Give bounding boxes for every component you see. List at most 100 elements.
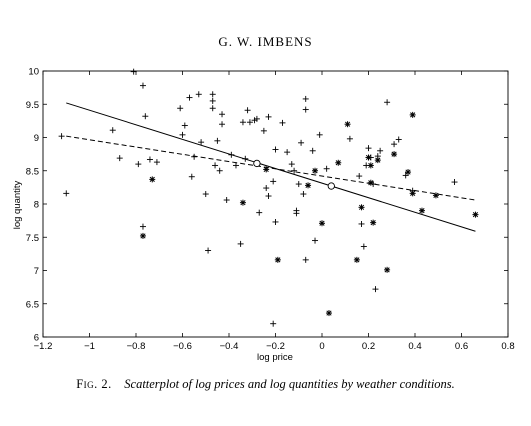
plus-point: [191, 154, 197, 160]
data-points: [59, 69, 479, 327]
x-tick-label: −0.6: [173, 341, 192, 352]
plus-point: [296, 181, 302, 187]
plus-point: [300, 191, 306, 197]
star-point: [410, 190, 416, 196]
plus-point: [366, 145, 372, 151]
star-point: [370, 220, 376, 226]
y-axis-title: log quantity: [12, 180, 23, 229]
plus-point: [214, 138, 220, 144]
star-point: [368, 162, 374, 168]
plus-point: [263, 185, 269, 191]
x-tick-label: 0.4: [408, 341, 421, 352]
plus-point: [284, 149, 290, 155]
star-point: [472, 212, 478, 218]
plus-point: [154, 159, 160, 165]
y-tick-label: 8.5: [26, 166, 39, 177]
star-point: [354, 257, 360, 263]
plus-point: [377, 148, 383, 154]
plus-point: [384, 99, 390, 105]
y-tick-label: 9: [34, 133, 39, 144]
plus-point: [317, 132, 323, 138]
plus-point: [256, 210, 262, 216]
star-point: [275, 257, 281, 263]
plus-point: [228, 152, 234, 158]
plus-point: [117, 155, 123, 161]
plot-frame: [43, 71, 508, 337]
y-tick-label: 6: [34, 333, 39, 344]
plus-point: [140, 224, 146, 230]
y-tick-label: 9.5: [26, 100, 39, 111]
circle-point: [254, 160, 260, 166]
caption-text: Scatterplot of log prices and log quanti…: [124, 377, 455, 391]
star-point: [405, 169, 411, 175]
plus-point: [356, 173, 362, 179]
x-tick-label: 0.6: [455, 341, 468, 352]
star-point: [263, 166, 269, 172]
plus-point: [210, 91, 216, 97]
y-tick-label: 10: [28, 67, 39, 78]
star-point: [419, 208, 425, 214]
figure-caption: Fig. 2. Scatterplot of log prices and lo…: [0, 377, 531, 392]
y-tick-label: 6.5: [26, 299, 39, 310]
plus-point: [196, 91, 202, 97]
plus-point: [293, 210, 299, 216]
star-point: [433, 192, 439, 198]
star-point: [368, 180, 374, 186]
plus-point: [391, 141, 397, 147]
plus-point: [279, 120, 285, 126]
star-point: [384, 267, 390, 273]
plus-point: [63, 190, 69, 196]
plus-point: [245, 107, 251, 113]
plus-point: [312, 238, 318, 244]
plus-point: [452, 179, 458, 185]
plus-point: [217, 168, 223, 174]
x-tick-label: −0.4: [220, 341, 239, 352]
plus-point: [324, 166, 330, 172]
y-tick-label: 8: [34, 200, 39, 211]
x-tick-label: 0.8: [501, 341, 514, 352]
plus-point: [203, 191, 209, 197]
plus-point: [180, 132, 186, 138]
plus-point: [359, 221, 365, 227]
regression-lines: [66, 103, 475, 231]
plus-point: [210, 98, 216, 104]
plus-point: [396, 136, 402, 142]
plus-point: [182, 123, 188, 129]
plus-point: [233, 162, 239, 168]
plus-point: [59, 133, 65, 139]
plus-point: [186, 95, 192, 101]
plus-point: [261, 128, 267, 134]
plus-point: [177, 105, 183, 111]
x-tick-label: −0.8: [127, 341, 146, 352]
plus-point: [212, 162, 218, 168]
x-tick-label: 0.2: [362, 341, 375, 352]
star-point: [391, 151, 397, 157]
plot-area: [43, 71, 508, 337]
plus-point: [224, 197, 230, 203]
plus-point: [273, 219, 279, 225]
plus-point: [303, 107, 309, 113]
star-point: [410, 112, 416, 118]
star-point: [326, 310, 332, 316]
plus-point: [298, 140, 304, 146]
star-point: [319, 220, 325, 226]
star-point: [305, 182, 311, 188]
y-tick-label: 7.5: [26, 233, 39, 244]
star-point: [140, 233, 146, 239]
plus-point: [361, 244, 367, 250]
circle-point: [328, 183, 334, 189]
x-axis-title: log price: [257, 352, 293, 363]
plus-point: [110, 127, 116, 133]
plus-point: [347, 136, 353, 142]
plus-point: [189, 174, 195, 180]
figure-label: Fig. 2.: [76, 377, 112, 391]
x-axis-ticks: −1.2 −1 −0.8 −0.6 −0.4 −0.2 0 0.2 0.4 0.6 0.8: [34, 71, 515, 352]
plus-point: [240, 119, 246, 125]
plus-point: [270, 321, 276, 327]
x-tick-label: 0: [319, 341, 324, 352]
plus-point: [210, 105, 216, 111]
star-point: [312, 168, 318, 174]
plus-point: [135, 161, 141, 167]
plus-point: [205, 248, 211, 254]
